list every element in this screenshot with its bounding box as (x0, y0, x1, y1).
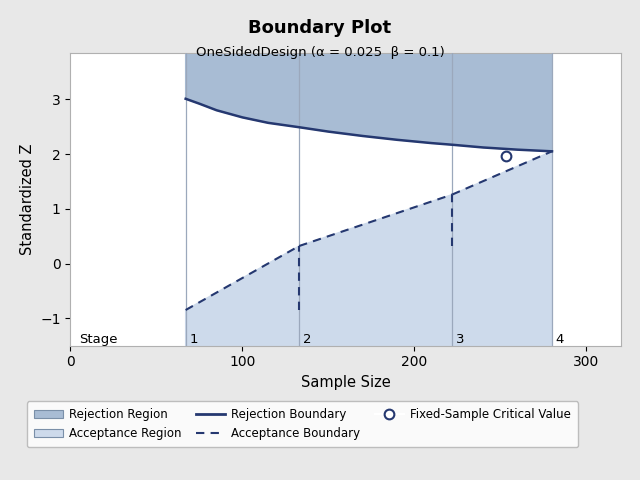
Text: Stage: Stage (79, 333, 118, 346)
Polygon shape (186, 53, 552, 151)
Polygon shape (452, 151, 552, 346)
Text: 2: 2 (303, 333, 311, 346)
Polygon shape (186, 246, 299, 346)
Polygon shape (299, 194, 452, 346)
Y-axis label: Standardized Z: Standardized Z (20, 144, 35, 255)
Text: Boundary Plot: Boundary Plot (248, 19, 392, 37)
Text: 4: 4 (556, 333, 564, 346)
Text: 1: 1 (189, 333, 198, 346)
Text: OneSidedDesign (α = 0.025  β = 0.1): OneSidedDesign (α = 0.025 β = 0.1) (196, 46, 444, 59)
Legend: Rejection Region, Acceptance Region, Rejection Boundary, Acceptance Boundary, Fi: Rejection Region, Acceptance Region, Rej… (27, 401, 578, 447)
X-axis label: Sample Size: Sample Size (301, 375, 390, 390)
Text: 3: 3 (456, 333, 464, 346)
